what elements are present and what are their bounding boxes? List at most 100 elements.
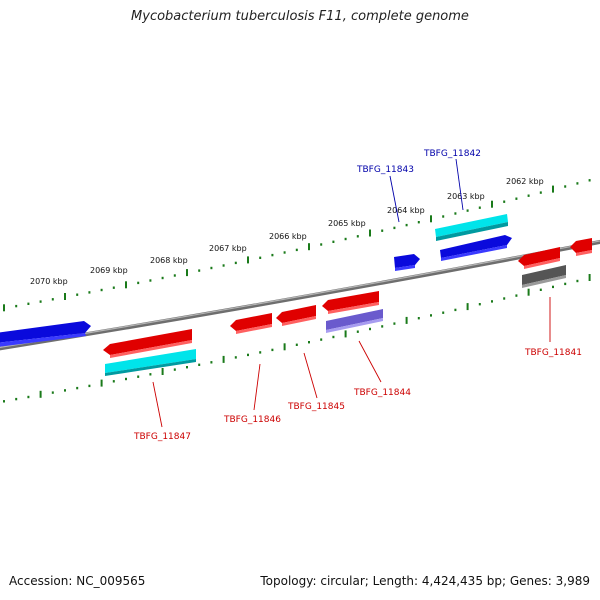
scale-tick-minor bbox=[88, 291, 91, 294]
scale-tick-minor bbox=[564, 185, 567, 188]
outer-scale-track bbox=[3, 179, 591, 312]
scale-tick-minor bbox=[234, 356, 237, 359]
scale-tick-minor bbox=[491, 300, 493, 303]
scale-tick-minor bbox=[234, 261, 237, 265]
scale-tick-minor bbox=[76, 386, 79, 390]
leader-line-tbfg-11843 bbox=[389, 175, 400, 223]
scale-tick-minor bbox=[100, 288, 103, 292]
scale-tick-minor bbox=[564, 282, 567, 286]
gene-feature-tbfg-11847-cyan[interactable] bbox=[105, 349, 196, 376]
scale-label-2069: 2069 kbp bbox=[90, 266, 128, 275]
scale-tick-minor bbox=[222, 264, 225, 267]
scale-label-2070: 2070 kbp bbox=[30, 277, 68, 286]
scale-tick-minor bbox=[454, 212, 457, 215]
scale-tick-major bbox=[405, 316, 408, 324]
scale-tick-minor bbox=[588, 179, 591, 182]
scale-tick-major bbox=[491, 200, 493, 208]
scale-tick-minor bbox=[430, 314, 432, 317]
gene-label-tbfg-11841[interactable]: TBFG_11841 bbox=[524, 348, 582, 358]
scale-tick-minor bbox=[503, 297, 506, 300]
scale-tick-minor bbox=[27, 395, 30, 399]
leader-line-tbfg-11842 bbox=[455, 158, 464, 211]
gene-feature-red-right-edge[interactable] bbox=[570, 238, 592, 256]
scale-tick-minor bbox=[369, 327, 371, 331]
scale-tick-minor bbox=[478, 206, 481, 209]
scale-tick-minor bbox=[198, 269, 201, 272]
scale-tick-minor bbox=[552, 285, 554, 289]
scale-tick-minor bbox=[173, 274, 176, 277]
scale-tick-major bbox=[344, 330, 347, 338]
scale-tick-major bbox=[247, 256, 249, 264]
scale-tick-minor bbox=[295, 248, 298, 252]
scale-tick-minor bbox=[210, 266, 213, 270]
scale-tick-minor bbox=[173, 368, 176, 371]
scale-label-2063: 2063 kbp bbox=[447, 192, 485, 201]
scale-tick-minor bbox=[320, 338, 323, 341]
scale-tick-minor bbox=[259, 256, 262, 259]
scale-tick-minor bbox=[51, 298, 54, 301]
scale-tick-minor bbox=[186, 366, 188, 369]
scale-tick-major bbox=[3, 304, 5, 312]
gene-feature-tbfg-11841[interactable] bbox=[518, 247, 560, 269]
scale-tick-minor bbox=[356, 235, 359, 238]
leader-line-tbfg-11847 bbox=[152, 381, 163, 428]
scale-tick-minor bbox=[259, 351, 262, 354]
scale-tick-minor bbox=[515, 197, 518, 200]
gene-feature-tbfg-11843[interactable] bbox=[394, 254, 420, 271]
scale-tick-minor bbox=[417, 221, 420, 224]
scale-tick-major bbox=[186, 269, 188, 277]
gene-label-tbfg-11846[interactable]: TBFG_11846 bbox=[223, 415, 281, 425]
scale-tick-minor bbox=[539, 288, 542, 291]
gene-feature-tbfg-11842-cyan[interactable] bbox=[435, 214, 508, 241]
scale-tick-major bbox=[283, 343, 286, 351]
scale-tick-minor bbox=[393, 226, 396, 230]
scale-tick-minor bbox=[466, 209, 469, 212]
scale-label-2068: 2068 kbp bbox=[150, 256, 188, 265]
scale-tick-minor bbox=[51, 391, 54, 394]
gene-feature-tbfg-11846[interactable] bbox=[230, 313, 272, 334]
scale-tick-minor bbox=[137, 281, 140, 285]
gene-feature-tbfg-11847[interactable] bbox=[103, 329, 192, 358]
gene-label-tbfg-11845[interactable]: TBFG_11845 bbox=[287, 402, 345, 412]
gene-label-tbfg-11844[interactable]: TBFG_11844 bbox=[353, 388, 411, 398]
gene-feature-tbfg-11842[interactable] bbox=[440, 235, 512, 261]
scale-tick-minor bbox=[539, 191, 542, 194]
gene-label-tbfg-11843[interactable]: TBFG_11843 bbox=[356, 165, 414, 175]
scale-tick-minor bbox=[503, 200, 506, 203]
gene-feature-large-blue-left[interactable] bbox=[0, 321, 91, 347]
scale-tick-minor bbox=[515, 294, 518, 297]
scale-tick-minor bbox=[283, 251, 286, 254]
scale-tick-minor bbox=[15, 397, 18, 401]
scale-tick-minor bbox=[332, 240, 335, 243]
gene-feature-tbfg-11841-gray[interactable] bbox=[522, 265, 566, 288]
scale-tick-minor bbox=[478, 303, 481, 306]
scale-tick-major bbox=[588, 274, 591, 281]
scale-tick-minor bbox=[356, 330, 359, 333]
accession-label: Accession: NC_009565 bbox=[9, 574, 146, 588]
scale-tick-major bbox=[430, 215, 432, 223]
scale-tick-minor bbox=[125, 377, 127, 381]
scale-tick-minor bbox=[344, 237, 347, 241]
scale-tick-minor bbox=[393, 322, 396, 325]
leader-line-tbfg-11846 bbox=[253, 363, 261, 411]
gene-feature-tbfg-11845[interactable] bbox=[276, 305, 316, 326]
scale-label-2067: 2067 kbp bbox=[209, 244, 247, 253]
scale-tick-minor bbox=[149, 279, 152, 282]
gene-feature-tbfg-11844[interactable] bbox=[322, 291, 379, 314]
scale-tick-minor bbox=[15, 304, 18, 308]
scale-label-2062: 2062 kbp bbox=[506, 177, 544, 186]
gene-feature-tbfg-11844-purple[interactable] bbox=[326, 309, 383, 333]
gene-label-tbfg-11847[interactable]: TBFG_11847 bbox=[133, 432, 191, 442]
gene-label-tbfg-11842[interactable]: TBFG_11842 bbox=[423, 149, 481, 159]
scale-tick-minor bbox=[3, 400, 5, 403]
scale-tick-minor bbox=[308, 341, 310, 344]
scale-tick-minor bbox=[112, 380, 115, 383]
scale-tick-major bbox=[64, 293, 66, 300]
scale-tick-minor bbox=[247, 353, 249, 357]
scale-tick-minor bbox=[381, 325, 384, 328]
inner-scale-track bbox=[3, 274, 591, 403]
scale-tick-major bbox=[466, 303, 469, 311]
genome-backbone bbox=[0, 239, 600, 351]
scale-tick-major bbox=[161, 368, 164, 375]
